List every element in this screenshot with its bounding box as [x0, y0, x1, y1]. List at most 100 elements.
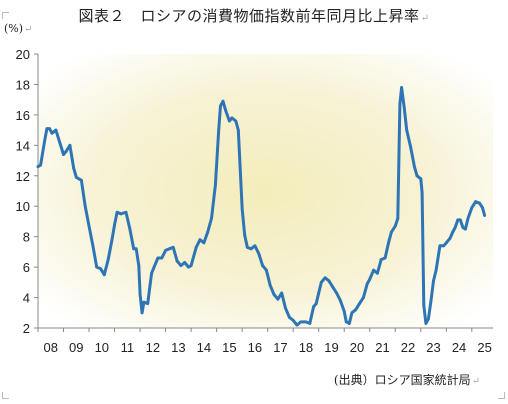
data-point	[72, 166, 76, 170]
data-point	[156, 256, 160, 260]
data-point	[249, 247, 253, 251]
x-tick-label: 22	[401, 340, 415, 355]
data-point	[253, 244, 257, 248]
data-point	[137, 264, 141, 267]
plot-background	[38, 54, 493, 328]
x-tick-label: 19	[324, 340, 338, 355]
data-point	[268, 284, 272, 287]
data-point	[458, 218, 462, 222]
data-point	[58, 140, 62, 144]
x-tick-label: 21	[375, 340, 389, 355]
data-point	[422, 303, 426, 307]
data-point	[427, 317, 430, 321]
data-point	[453, 226, 457, 229]
data-point	[466, 217, 470, 220]
data-point	[295, 323, 299, 327]
data-point	[448, 236, 452, 240]
source-note: (出典）ロシア国家統計局↵	[333, 373, 480, 387]
x-tick-label: 18	[299, 340, 313, 355]
data-point	[87, 224, 91, 228]
y-axis-unit-label: (%)↵	[4, 22, 33, 35]
y-tick-label: 2	[23, 321, 30, 336]
data-point	[230, 116, 234, 120]
data-point	[413, 165, 416, 169]
y-tick-label: 16	[16, 108, 30, 123]
data-point	[456, 218, 460, 222]
data-point	[344, 320, 348, 324]
data-point	[50, 131, 54, 135]
data-point	[362, 296, 365, 299]
data-point	[304, 320, 308, 324]
x-tick-label: 23	[426, 340, 440, 355]
data-point	[288, 315, 291, 319]
x-tick-label: 12	[146, 340, 160, 355]
data-point	[80, 178, 83, 182]
data-point	[115, 210, 119, 214]
data-point	[128, 227, 132, 231]
data-point	[106, 258, 110, 261]
data-point	[113, 223, 116, 226]
data-point	[358, 302, 361, 305]
data-point	[432, 279, 435, 283]
data-point	[74, 175, 78, 179]
data-point	[175, 259, 179, 263]
data-point	[483, 214, 486, 217]
data-point	[272, 293, 276, 296]
data-point	[319, 280, 323, 284]
data-point	[461, 226, 465, 229]
data-point	[138, 293, 142, 296]
x-tick-label: 16	[248, 340, 262, 355]
data-point	[189, 264, 193, 267]
data-point	[257, 252, 261, 255]
data-point	[308, 322, 312, 325]
data-point	[327, 279, 331, 283]
y-tick-label: 8	[23, 230, 30, 245]
data-point	[312, 305, 315, 309]
data-point	[396, 217, 400, 220]
data-point	[36, 165, 40, 169]
data-point	[438, 244, 442, 248]
data-point	[243, 233, 247, 237]
data-point	[372, 268, 375, 272]
data-point	[134, 247, 138, 251]
data-point	[210, 217, 213, 220]
data-point	[442, 244, 446, 248]
page-corner-mark	[2, 392, 9, 399]
data-point	[119, 212, 123, 216]
data-point	[280, 291, 284, 295]
data-point	[221, 99, 225, 103]
data-point	[183, 261, 187, 264]
data-point	[265, 268, 268, 272]
data-point	[132, 247, 136, 251]
data-point	[152, 265, 156, 269]
data-point	[164, 249, 168, 252]
data-point	[39, 163, 42, 167]
y-tick-label: 18	[16, 77, 30, 92]
data-point	[299, 320, 303, 324]
data-point	[420, 191, 424, 194]
data-point	[198, 238, 202, 242]
data-point	[234, 119, 238, 123]
data-point	[368, 277, 372, 281]
data-point	[43, 140, 46, 144]
data-point	[45, 127, 49, 130]
data-point	[339, 299, 342, 302]
data-point	[99, 267, 102, 270]
data-point	[398, 102, 402, 106]
data-points	[36, 86, 486, 327]
data-point	[245, 245, 249, 249]
y-tick-label: 6	[23, 260, 30, 275]
data-point	[187, 265, 191, 269]
x-tick-label: 24	[452, 340, 466, 355]
data-point	[171, 245, 175, 249]
data-point	[390, 230, 393, 234]
data-point	[402, 105, 406, 109]
data-point	[451, 230, 455, 234]
y-tick-label: 10	[16, 199, 30, 214]
data-point	[68, 143, 72, 147]
data-point	[331, 285, 335, 289]
x-tick-label: 13	[171, 340, 185, 355]
y-tick-label: 12	[16, 169, 30, 184]
data-point	[323, 276, 327, 280]
data-point	[419, 177, 423, 181]
